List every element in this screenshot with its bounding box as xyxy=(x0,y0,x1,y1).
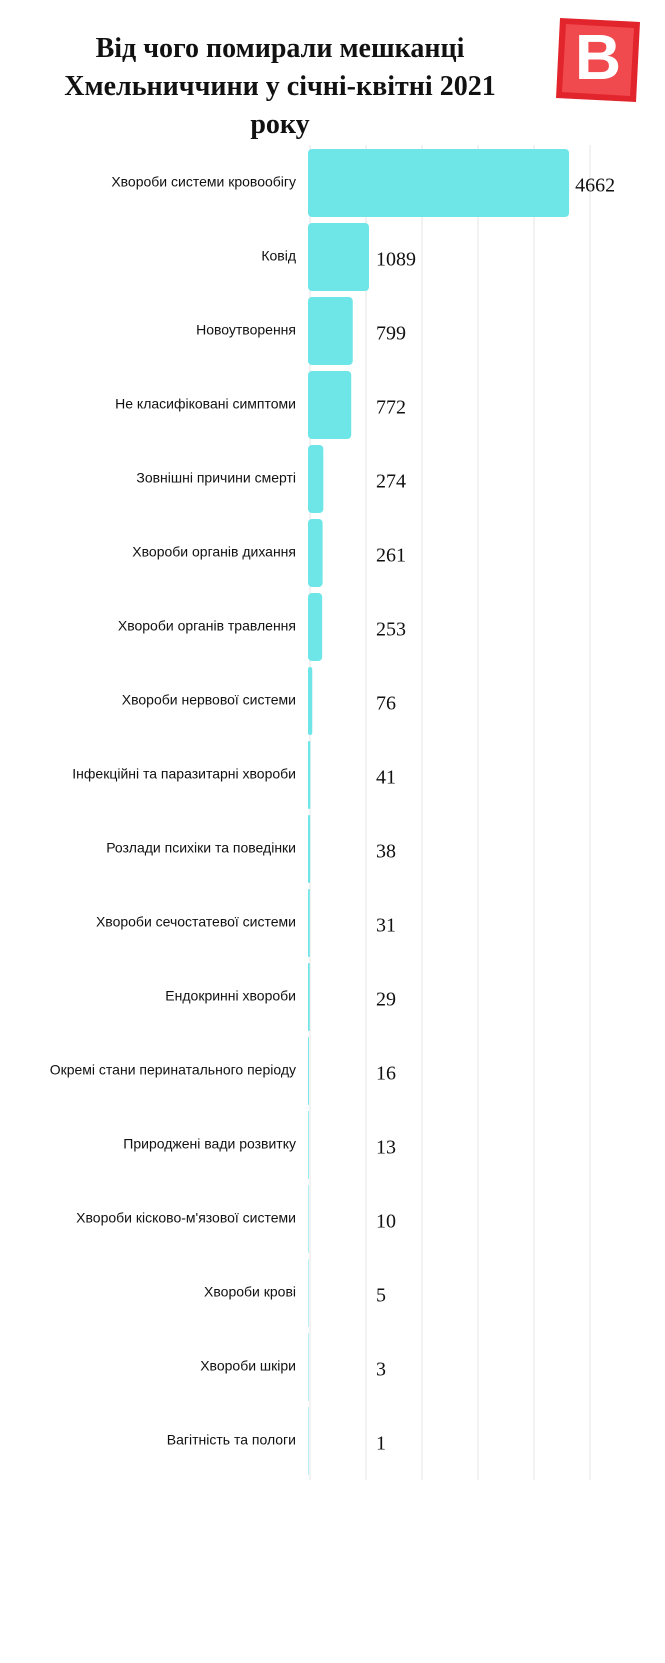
category-label: Хвороби сечостатевої системи xyxy=(96,914,296,930)
bar xyxy=(308,889,310,957)
category-label: Природжені вади розвитку xyxy=(123,1136,296,1152)
bar xyxy=(308,519,323,587)
bar xyxy=(308,149,570,217)
category-label: Окремі стани перинатального періоду xyxy=(50,1062,296,1078)
logo-face xyxy=(562,24,634,96)
value-label: 1089 xyxy=(376,249,416,271)
category-label: Хвороби органів дихання xyxy=(132,544,296,560)
value-label: 41 xyxy=(376,767,396,789)
category-label: Хвороби кісково-м'язової системи xyxy=(76,1210,296,1226)
category-label: Хвороби системи кровообігу xyxy=(111,174,296,190)
value-label: 261 xyxy=(376,545,406,567)
bar xyxy=(308,1185,309,1253)
value-label: 29 xyxy=(376,989,396,1011)
bar xyxy=(308,815,311,883)
category-label: Розлади психіки та поведінки xyxy=(106,840,296,856)
bar xyxy=(308,1333,309,1401)
category-label: Зовнішні причини смерті xyxy=(136,470,296,486)
value-label: 274 xyxy=(376,471,406,493)
bar xyxy=(308,1037,309,1105)
bar xyxy=(308,593,323,661)
value-label: 13 xyxy=(376,1137,396,1159)
value-label: 31 xyxy=(376,915,396,937)
category-label: Вагітність та пологи xyxy=(167,1432,296,1448)
value-label: 16 xyxy=(376,1063,396,1085)
value-label: 76 xyxy=(376,693,396,715)
bar xyxy=(308,445,324,513)
value-label: 253 xyxy=(376,619,406,641)
category-label: Новоутворення xyxy=(196,322,296,338)
category-label: Хвороби крові xyxy=(204,1284,296,1300)
bar xyxy=(308,1407,309,1475)
bar xyxy=(308,297,353,365)
bar xyxy=(308,1111,309,1179)
logo-letter: B xyxy=(575,21,621,93)
value-label: 772 xyxy=(376,397,406,419)
category-label: Хвороби шкіри xyxy=(200,1358,296,1374)
value-label: 799 xyxy=(376,323,406,345)
bar xyxy=(308,1259,309,1327)
value-label: 4662 xyxy=(575,175,615,197)
category-label: Хвороби органів травлення xyxy=(118,618,296,634)
category-label: Не класифіковані симптоми xyxy=(115,396,296,412)
value-label: 5 xyxy=(376,1285,386,1307)
value-label: 10 xyxy=(376,1211,396,1233)
value-label: 3 xyxy=(376,1359,386,1381)
bar xyxy=(308,667,313,735)
bar xyxy=(308,223,369,291)
value-label: 1 xyxy=(376,1433,386,1455)
bar xyxy=(308,371,352,439)
bar xyxy=(308,741,311,809)
category-label: Ковід xyxy=(261,248,296,264)
category-label: Ендокринні хвороби xyxy=(165,988,296,1004)
category-label: Хвороби нервової системи xyxy=(122,692,296,708)
chart-title: Від чого помирали мешканці Хмельниччини … xyxy=(64,33,496,140)
value-label: 38 xyxy=(376,841,396,863)
category-label: Інфекційні та паразитарні хвороби xyxy=(72,766,296,782)
bar xyxy=(308,963,310,1031)
